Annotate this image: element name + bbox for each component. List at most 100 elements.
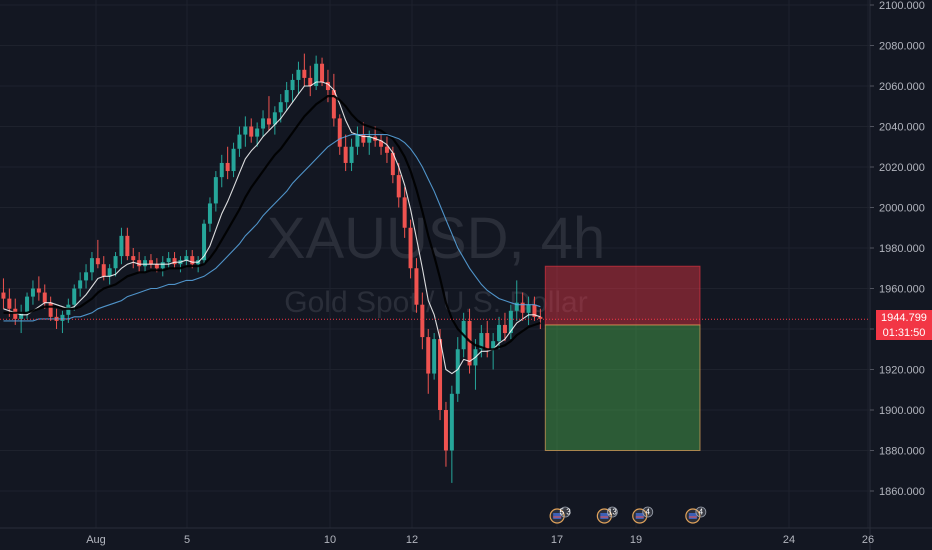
stop-loss-zone[interactable] bbox=[544, 265, 701, 326]
candle bbox=[337, 114, 342, 155]
candle bbox=[266, 96, 271, 131]
candle bbox=[449, 385, 454, 483]
candle bbox=[207, 197, 212, 232]
candle-body bbox=[266, 118, 271, 125]
candle-body bbox=[390, 152, 395, 176]
candle-body bbox=[467, 320, 472, 366]
event-count-badge bbox=[695, 506, 707, 518]
candle-body bbox=[367, 136, 372, 143]
time-tick-label: 5 bbox=[184, 534, 190, 546]
candle-body bbox=[60, 314, 65, 321]
candle bbox=[42, 284, 47, 309]
candle-body bbox=[514, 302, 519, 311]
candle bbox=[296, 61, 301, 95]
candle-body bbox=[202, 223, 207, 261]
candle bbox=[308, 65, 313, 97]
candle bbox=[532, 296, 537, 321]
time-tick-label: 10 bbox=[324, 534, 336, 546]
candle-body bbox=[384, 146, 389, 153]
candle-body bbox=[491, 341, 496, 350]
candle-body bbox=[1, 292, 6, 299]
candle-body bbox=[308, 77, 313, 86]
candle-body bbox=[414, 268, 419, 305]
candle-body bbox=[243, 126, 248, 135]
candle bbox=[508, 304, 513, 340]
candle-body bbox=[78, 280, 83, 289]
candle-body bbox=[231, 148, 236, 172]
watermark-description: Gold Spot / U.S. Dollar bbox=[284, 286, 587, 319]
candle-body bbox=[331, 90, 336, 119]
candle bbox=[272, 106, 277, 135]
economic-event-marker[interactable]: 4 bbox=[685, 506, 707, 524]
candle-body bbox=[107, 268, 112, 277]
candle-body bbox=[538, 316, 543, 319]
candle-body bbox=[84, 272, 89, 281]
candle bbox=[60, 310, 65, 334]
economic-event-marker[interactable]: 5 3 bbox=[549, 506, 571, 524]
candle bbox=[225, 146, 230, 180]
economic-event-marker[interactable]: 13 bbox=[596, 506, 618, 524]
candle-body bbox=[290, 79, 295, 91]
candle bbox=[502, 312, 507, 342]
position-tool[interactable] bbox=[544, 265, 701, 452]
candle-body bbox=[420, 304, 425, 338]
moving-average-line bbox=[3, 81, 541, 375]
take-profit-zone[interactable] bbox=[544, 324, 701, 452]
candle bbox=[331, 73, 336, 127]
candle-body bbox=[379, 140, 384, 147]
candle-body bbox=[48, 302, 53, 317]
candle-body bbox=[455, 349, 460, 394]
event-count: 13 bbox=[608, 508, 617, 517]
candle-body bbox=[113, 256, 118, 269]
candle-body bbox=[166, 258, 171, 263]
candle-body bbox=[148, 260, 153, 265]
candle bbox=[349, 138, 354, 172]
candle-body bbox=[443, 410, 448, 451]
price-tick-label: 2040.000 bbox=[879, 122, 925, 134]
candle bbox=[137, 252, 142, 273]
candle bbox=[514, 280, 519, 321]
candle bbox=[384, 136, 389, 163]
candle-body bbox=[95, 258, 100, 265]
candle bbox=[107, 264, 112, 285]
candle bbox=[160, 256, 165, 277]
candle bbox=[231, 142, 236, 178]
candle-body bbox=[349, 146, 354, 163]
flag-us-icon bbox=[635, 513, 644, 519]
candle bbox=[526, 296, 531, 325]
candle bbox=[237, 126, 242, 157]
countdown-label: 01:31:50 bbox=[883, 327, 926, 339]
moving-average-line bbox=[3, 95, 541, 351]
candle bbox=[84, 264, 89, 289]
candle bbox=[520, 292, 525, 321]
price-tick-label: 1960.000 bbox=[879, 284, 925, 296]
candle-body bbox=[502, 324, 507, 334]
candle-body bbox=[42, 292, 47, 303]
candle-body bbox=[101, 264, 106, 277]
candle-body bbox=[160, 262, 165, 269]
candle-body bbox=[497, 324, 502, 342]
economic-event-marker[interactable]: 4 bbox=[632, 506, 654, 524]
time-axis[interactable]: Aug 5 10 12 17 19 24 26 bbox=[86, 534, 874, 546]
candle bbox=[119, 227, 124, 265]
candle-body bbox=[7, 298, 12, 309]
candle-body bbox=[432, 339, 437, 374]
candle bbox=[243, 116, 248, 147]
candle bbox=[408, 219, 413, 279]
candle-body bbox=[119, 235, 124, 257]
current-price-label: 1944.799 bbox=[881, 312, 927, 324]
candle bbox=[284, 81, 289, 111]
candle bbox=[148, 254, 153, 269]
price-tick-label: 1860.000 bbox=[879, 486, 925, 498]
candle-body bbox=[337, 118, 342, 147]
candle-body bbox=[125, 235, 130, 257]
economic-events[interactable]: 5 3 13 4 4 bbox=[549, 506, 707, 524]
current-price-tags: 1944.799 01:31:50 bbox=[876, 310, 932, 340]
price-axis[interactable]: 1860.0001880.0001900.0001920.0001940.000… bbox=[870, 0, 925, 498]
candle-body bbox=[449, 393, 454, 451]
candle bbox=[314, 55, 319, 91]
candle bbox=[414, 258, 419, 313]
candle-body bbox=[532, 304, 537, 317]
